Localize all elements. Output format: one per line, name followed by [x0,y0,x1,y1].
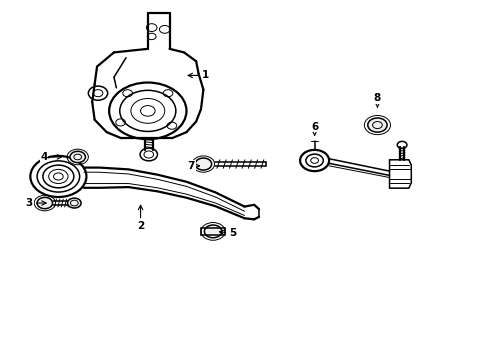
Circle shape [70,151,85,163]
Circle shape [367,118,386,132]
Circle shape [67,198,81,208]
Text: 4: 4 [40,152,61,162]
Circle shape [195,158,211,170]
Text: 6: 6 [310,122,318,135]
Circle shape [37,197,53,209]
Text: 5: 5 [219,228,236,238]
Text: 3: 3 [26,198,46,208]
Text: 7: 7 [187,161,199,171]
Text: 8: 8 [373,94,380,107]
Circle shape [204,225,222,238]
Text: 1: 1 [188,71,209,80]
Text: 2: 2 [137,205,144,231]
